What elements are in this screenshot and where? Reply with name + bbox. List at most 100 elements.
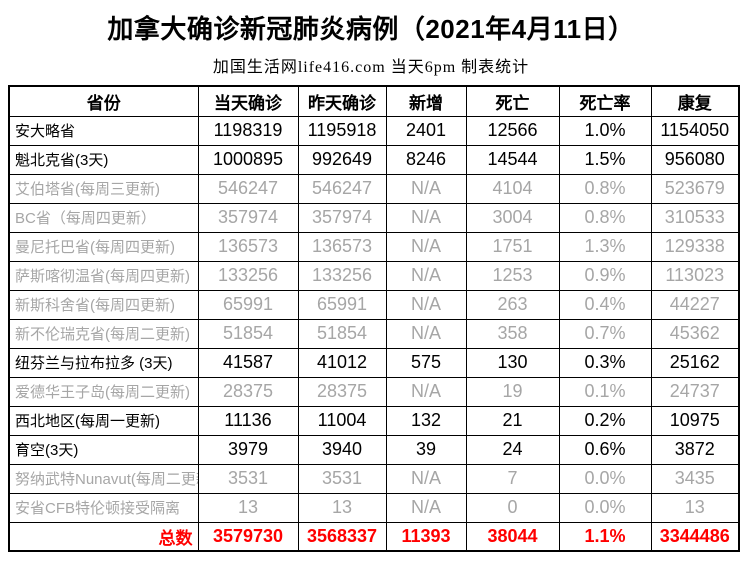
cell-province: 萨斯喀彻温省(每周四更新) — [8, 260, 199, 291]
cell-today-confirmed: 3979 — [197, 434, 299, 465]
column-header-deaths: 死亡 — [465, 85, 560, 117]
cell-recovered: 25162 — [650, 347, 740, 378]
cell-death-rate: 1.0% — [558, 115, 652, 146]
cell-deaths: 3004 — [465, 202, 560, 233]
cell-yesterday-confirmed: 13 — [297, 492, 387, 523]
column-header-death-rate: 死亡率 — [558, 85, 652, 117]
cell-today-confirmed: 546247 — [197, 173, 299, 204]
cell-yesterday-confirmed: 136573 — [297, 231, 387, 262]
table-row: 魁北克省(3天) 1000895 992649 8246 14544 1.5% 956080 — [8, 144, 740, 175]
column-header-yesterday-confirmed: 昨天确诊 — [297, 85, 387, 117]
cell-death-rate: 1.3% — [558, 231, 652, 262]
cell-death-rate: 0.4% — [558, 289, 652, 320]
cell-deaths: 14544 — [465, 144, 560, 175]
table-row: 安大略省 1198319 1195918 2401 12566 1.0% 1154050 — [8, 115, 740, 146]
cell-recovered: 13 — [650, 492, 740, 523]
cell-deaths: 1751 — [465, 231, 560, 262]
cell-recovered: 113023 — [650, 260, 740, 291]
cell-death-rate: 0.1% — [558, 376, 652, 407]
table-row: 萨斯喀彻温省(每周四更新) 133256 133256 N/A 1253 0.9% 1130… — [8, 260, 740, 291]
column-header-today-confirmed: 当天确诊 — [197, 85, 299, 117]
cell-yesterday-confirmed: 28375 — [297, 376, 387, 407]
cell-province: 新不伦瑞克省(每周二更新) — [8, 318, 199, 349]
cell-today-confirmed: 3531 — [197, 463, 299, 494]
cell-deaths: 4104 — [465, 173, 560, 204]
cell-new-cases: N/A — [385, 463, 467, 494]
cell-death-rate: 0.0% — [558, 492, 652, 523]
total-label: 总数 — [8, 521, 199, 552]
cell-new-cases: 2401 — [385, 115, 467, 146]
table-row: 艾伯塔省(每周三更新) 546247 546247 N/A 4104 0.8% 523679 — [8, 173, 740, 204]
total-cell-today: 3579730 — [197, 521, 299, 552]
cell-province: 纽芬兰与拉布拉多 (3天) — [8, 347, 199, 378]
cell-today-confirmed: 13 — [197, 492, 299, 523]
cell-new-cases: 132 — [385, 405, 467, 436]
cell-deaths: 24 — [465, 434, 560, 465]
cell-deaths: 358 — [465, 318, 560, 349]
cell-recovered: 24737 — [650, 376, 740, 407]
cell-today-confirmed: 41587 — [197, 347, 299, 378]
cell-deaths: 130 — [465, 347, 560, 378]
cell-new-cases: N/A — [385, 492, 467, 523]
table-row: 曼尼托巴省(每周四更新) 136573 136573 N/A 1751 1.3% 12933… — [8, 231, 740, 262]
cell-new-cases: 575 — [385, 347, 467, 378]
cell-yesterday-confirmed: 3940 — [297, 434, 387, 465]
cell-deaths: 12566 — [465, 115, 560, 146]
cell-new-cases: 39 — [385, 434, 467, 465]
cell-today-confirmed: 11136 — [197, 405, 299, 436]
cell-province: 曼尼托巴省(每周四更新) — [8, 231, 199, 262]
cell-province: 新斯科舍省(每周四更新) — [8, 289, 199, 320]
cell-death-rate: 0.6% — [558, 434, 652, 465]
cell-death-rate: 0.8% — [558, 202, 652, 233]
cell-today-confirmed: 1198319 — [197, 115, 299, 146]
table-row: 新不伦瑞克省(每周二更新) 51854 51854 N/A 358 0.7% 45362 — [8, 318, 740, 349]
cell-new-cases: 8246 — [385, 144, 467, 175]
covid-stats-table: 省份 当天确诊 昨天确诊 新增 死亡 死亡率 康复 安大略省 1198319 1195918 24… — [8, 85, 740, 552]
cell-recovered: 3435 — [650, 463, 740, 494]
cell-recovered: 44227 — [650, 289, 740, 320]
cell-province: 安省CFB特伦顿接受隔离 — [8, 492, 199, 523]
cell-new-cases: N/A — [385, 376, 467, 407]
cell-province: 安大略省 — [8, 115, 199, 146]
page-subtitle: 加国生活网life416.com 当天6pm 制表统计 — [212, 59, 530, 76]
cell-new-cases: N/A — [385, 202, 467, 233]
cell-death-rate: 0.8% — [558, 173, 652, 204]
cell-recovered: 45362 — [650, 318, 740, 349]
table-row: BC省（每周四更新） 357974 357974 N/A 3004 0.8% 310533 — [8, 202, 740, 233]
cell-yesterday-confirmed: 65991 — [297, 289, 387, 320]
cell-recovered: 1154050 — [650, 115, 740, 146]
table-row: 努纳武特Nunavut(每周二更新) 3531 3531 N/A 7 0.0% 3435 — [8, 463, 740, 494]
cell-province: 艾伯塔省(每周三更新) — [8, 173, 199, 204]
cell-deaths: 0 — [465, 492, 560, 523]
table-row: 育空(3天) 3979 3940 39 24 0.6% 3872 — [8, 434, 740, 465]
page-title: 加拿大确诊新冠肺炎病例（2021年4月11日） — [107, 14, 635, 44]
total-cell-deaths: 38044 — [465, 521, 560, 552]
cell-today-confirmed: 357974 — [197, 202, 299, 233]
table-row: 爱德华王子岛(每周二更新) 28375 28375 N/A 19 0.1% 24737 — [8, 376, 740, 407]
column-header-new-cases: 新增 — [385, 85, 467, 117]
cell-province: 育空(3天) — [8, 434, 199, 465]
cell-today-confirmed: 136573 — [197, 231, 299, 262]
cell-recovered: 523679 — [650, 173, 740, 204]
cell-new-cases: N/A — [385, 231, 467, 262]
total-cell-recovered: 3344486 — [650, 521, 740, 552]
cell-today-confirmed: 65991 — [197, 289, 299, 320]
cell-province: 西北地区(每周一更新) — [8, 405, 199, 436]
cell-yesterday-confirmed: 357974 — [297, 202, 387, 233]
cell-death-rate: 0.2% — [558, 405, 652, 436]
cell-yesterday-confirmed: 11004 — [297, 405, 387, 436]
header-row: 省份 当天确诊 昨天确诊 新增 死亡 死亡率 康复 — [8, 85, 740, 117]
cell-new-cases: N/A — [385, 289, 467, 320]
cell-recovered: 3872 — [650, 434, 740, 465]
cell-recovered: 956080 — [650, 144, 740, 175]
column-header-province: 省份 — [8, 85, 199, 117]
cell-new-cases: N/A — [385, 260, 467, 291]
cell-yesterday-confirmed: 1195918 — [297, 115, 387, 146]
cell-new-cases: N/A — [385, 173, 467, 204]
cell-today-confirmed: 51854 — [197, 318, 299, 349]
cell-deaths: 7 — [465, 463, 560, 494]
cell-recovered: 129338 — [650, 231, 740, 262]
cell-recovered: 10975 — [650, 405, 740, 436]
cell-province: BC省（每周四更新） — [8, 202, 199, 233]
cell-province: 努纳武特Nunavut(每周二更新) — [8, 463, 199, 494]
